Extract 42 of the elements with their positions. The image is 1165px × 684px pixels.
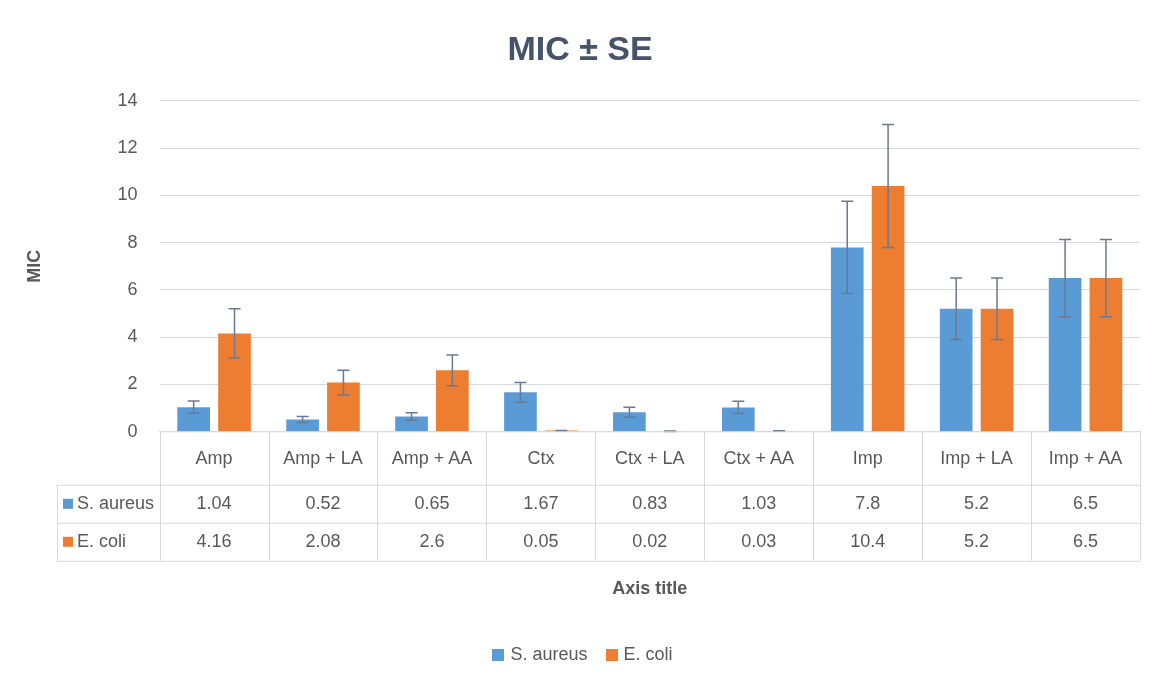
text: E. coli bbox=[623, 644, 673, 664]
data-label: 0.65 bbox=[414, 492, 450, 513]
y-tick-label: 6 bbox=[127, 278, 138, 299]
y-tick-label: 12 bbox=[117, 137, 138, 158]
data-label: 0.83 bbox=[632, 492, 668, 513]
legend-label: E. coli bbox=[77, 530, 127, 551]
data-label: 0.52 bbox=[305, 492, 341, 513]
x-tick-label: Amp + LA bbox=[283, 447, 363, 468]
data-label: 0.03 bbox=[741, 530, 777, 551]
data-label: 0.05 bbox=[523, 530, 559, 551]
x-tick-label: Ctx bbox=[527, 447, 555, 468]
y-tick-label: 2 bbox=[127, 373, 138, 394]
y-tick-label: 8 bbox=[127, 231, 138, 252]
data-label: 1.03 bbox=[741, 492, 777, 513]
data-label: 2.08 bbox=[305, 530, 341, 551]
y-tick-label: 4 bbox=[127, 326, 138, 347]
x-tick-label: Imp + AA bbox=[1048, 447, 1123, 468]
data-label: 10.4 bbox=[850, 530, 886, 551]
y-tick-label: 0 bbox=[127, 420, 138, 441]
y-axis-title: MIC bbox=[23, 249, 44, 283]
x-tick-label: Amp + AA bbox=[391, 447, 473, 468]
y-tick-label: 10 bbox=[117, 184, 138, 205]
text: S. aureus bbox=[510, 644, 588, 664]
data-label: 6.5 bbox=[1073, 530, 1099, 551]
legend-label: S. aureus bbox=[77, 492, 155, 513]
data-label: 4.16 bbox=[196, 530, 232, 551]
data-label: 5.2 bbox=[964, 492, 990, 513]
data-label: 0.02 bbox=[632, 530, 668, 551]
x-tick-label: Ctx + AA bbox=[723, 447, 795, 468]
data-label: 1.04 bbox=[196, 492, 232, 513]
data-label: 5.2 bbox=[964, 530, 990, 551]
x-tick-label: Amp bbox=[195, 447, 233, 468]
data-label: 1.67 bbox=[523, 492, 559, 513]
x-tick-label: Imp + LA bbox=[940, 447, 1013, 468]
data-label: 2.6 bbox=[419, 530, 445, 551]
data-label: 7.8 bbox=[855, 492, 881, 513]
y-tick-label: 14 bbox=[117, 89, 138, 110]
data-label: 6.5 bbox=[1073, 492, 1099, 513]
x-tick-label: Imp bbox=[852, 447, 883, 468]
text: Axis title bbox=[612, 578, 688, 599]
chart-title: MIC ± SE bbox=[507, 28, 653, 67]
x-tick-label: Ctx + LA bbox=[615, 447, 685, 468]
